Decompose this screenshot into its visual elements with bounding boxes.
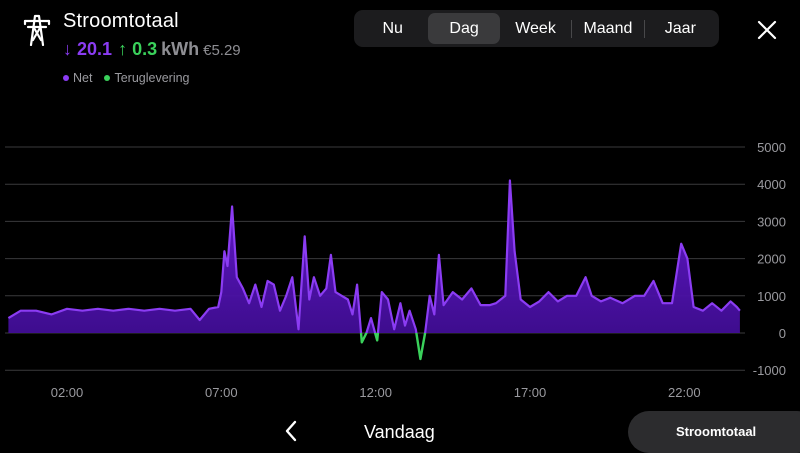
period-selector: Nu Dag Week Maand Jaar: [354, 10, 719, 47]
tab-separator: [571, 19, 573, 38]
y-tick-label: 3000: [757, 214, 786, 229]
tab-dag[interactable]: Dag: [428, 13, 500, 44]
power-pylon-icon: [23, 14, 51, 46]
tab-nu[interactable]: Nu: [382, 20, 403, 37]
legend-dot-teruglevering: [104, 75, 111, 81]
stroomtotaal-button[interactable]: Stroomtotaal: [628, 411, 800, 453]
page-title: Stroomtotaal: [63, 10, 179, 32]
consumption-value: ↓ 20.1: [63, 39, 113, 59]
tab-separator: [643, 19, 645, 38]
x-tick-label: 07:00: [205, 385, 238, 400]
chevron-left-icon[interactable]: [282, 419, 300, 443]
date-label: Vandaag: [364, 422, 435, 442]
x-tick-label: 17:00: [514, 385, 547, 400]
y-tick-label: 5000: [757, 140, 786, 155]
return-value: ↑ 0.3: [118, 39, 158, 59]
x-tick-label: 22:00: [668, 385, 701, 400]
y-tick-label: 2000: [757, 252, 786, 267]
energy-summary: ↓ 20.1 ↑ 0.3 kWh €5.29: [63, 39, 241, 60]
y-tick-label: 4000: [757, 177, 786, 192]
legend-dot-net: [63, 75, 69, 81]
y-tick-label: 1000: [757, 289, 786, 304]
tab-week[interactable]: Week: [515, 20, 556, 37]
energy-chart: 5000 4000 3000 2000 1000 0 -1000 02:00 07:00 12:0…: [5, 140, 786, 400]
close-icon[interactable]: [755, 18, 779, 42]
x-tick-label: 12:00: [359, 385, 392, 400]
x-tick-label: 02:00: [51, 385, 84, 400]
chart-legend: Net Teruglevering: [63, 71, 190, 85]
legend-label-net: Net: [73, 71, 93, 85]
y-tick-label: 0: [779, 326, 786, 341]
cost-value: €5.29: [203, 42, 241, 59]
legend-item-teruglevering: Teruglevering: [104, 71, 190, 85]
tab-jaar[interactable]: Jaar: [664, 20, 696, 37]
net-line: [7, 179, 741, 333]
net-area: [8, 180, 740, 333]
legend-label-teruglevering: Teruglevering: [114, 71, 190, 85]
legend-item-net: Net: [63, 71, 92, 85]
y-tick-label: -1000: [753, 363, 786, 378]
tab-maand[interactable]: Maand: [583, 20, 633, 37]
energy-unit: kWh: [161, 39, 200, 59]
